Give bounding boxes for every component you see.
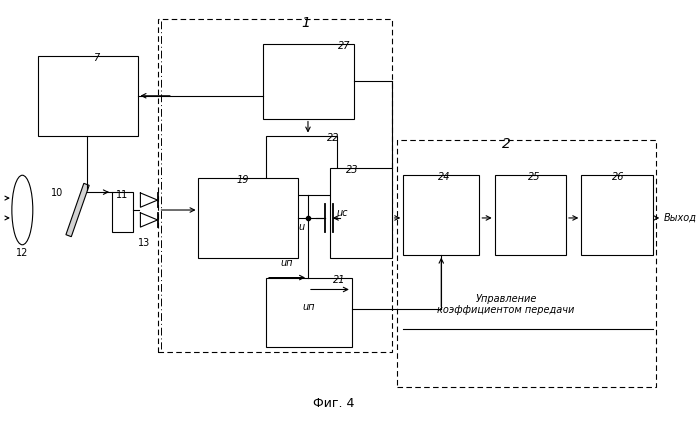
Ellipse shape <box>12 175 33 245</box>
Text: 2: 2 <box>502 137 510 151</box>
Bar <box>38 56 138 135</box>
Text: Выход: Выход <box>664 213 697 223</box>
Text: 13: 13 <box>138 238 150 248</box>
Text: u: u <box>298 222 304 232</box>
Text: 24: 24 <box>438 172 450 182</box>
Text: 10: 10 <box>51 188 64 198</box>
Text: uп: uп <box>303 302 315 312</box>
Bar <box>330 168 391 258</box>
Bar <box>403 175 480 255</box>
Bar <box>264 44 354 118</box>
Polygon shape <box>140 193 157 207</box>
Text: 25: 25 <box>528 172 541 182</box>
Text: 27: 27 <box>338 41 350 51</box>
Bar <box>159 19 391 352</box>
Polygon shape <box>140 213 157 227</box>
Text: 11: 11 <box>116 190 129 200</box>
Text: 1: 1 <box>302 16 310 30</box>
Bar <box>112 192 133 232</box>
Text: 22: 22 <box>326 132 339 143</box>
Text: 23: 23 <box>345 165 358 175</box>
Text: uс: uс <box>336 208 348 218</box>
Text: 19: 19 <box>236 175 249 185</box>
Bar <box>396 140 656 387</box>
Text: uп: uп <box>281 258 294 268</box>
Text: 21: 21 <box>333 275 345 285</box>
Bar <box>66 183 89 237</box>
Bar <box>266 277 352 347</box>
Text: 7: 7 <box>94 53 100 63</box>
Bar <box>266 135 338 195</box>
Text: Управление
коэффициентом передачи: Управление коэффициентом передачи <box>438 294 575 315</box>
Bar <box>495 175 566 255</box>
Text: Фиг. 4: Фиг. 4 <box>313 397 355 410</box>
Bar <box>582 175 653 255</box>
Bar <box>199 178 298 258</box>
Text: 26: 26 <box>612 172 625 182</box>
Text: 12: 12 <box>16 248 29 258</box>
